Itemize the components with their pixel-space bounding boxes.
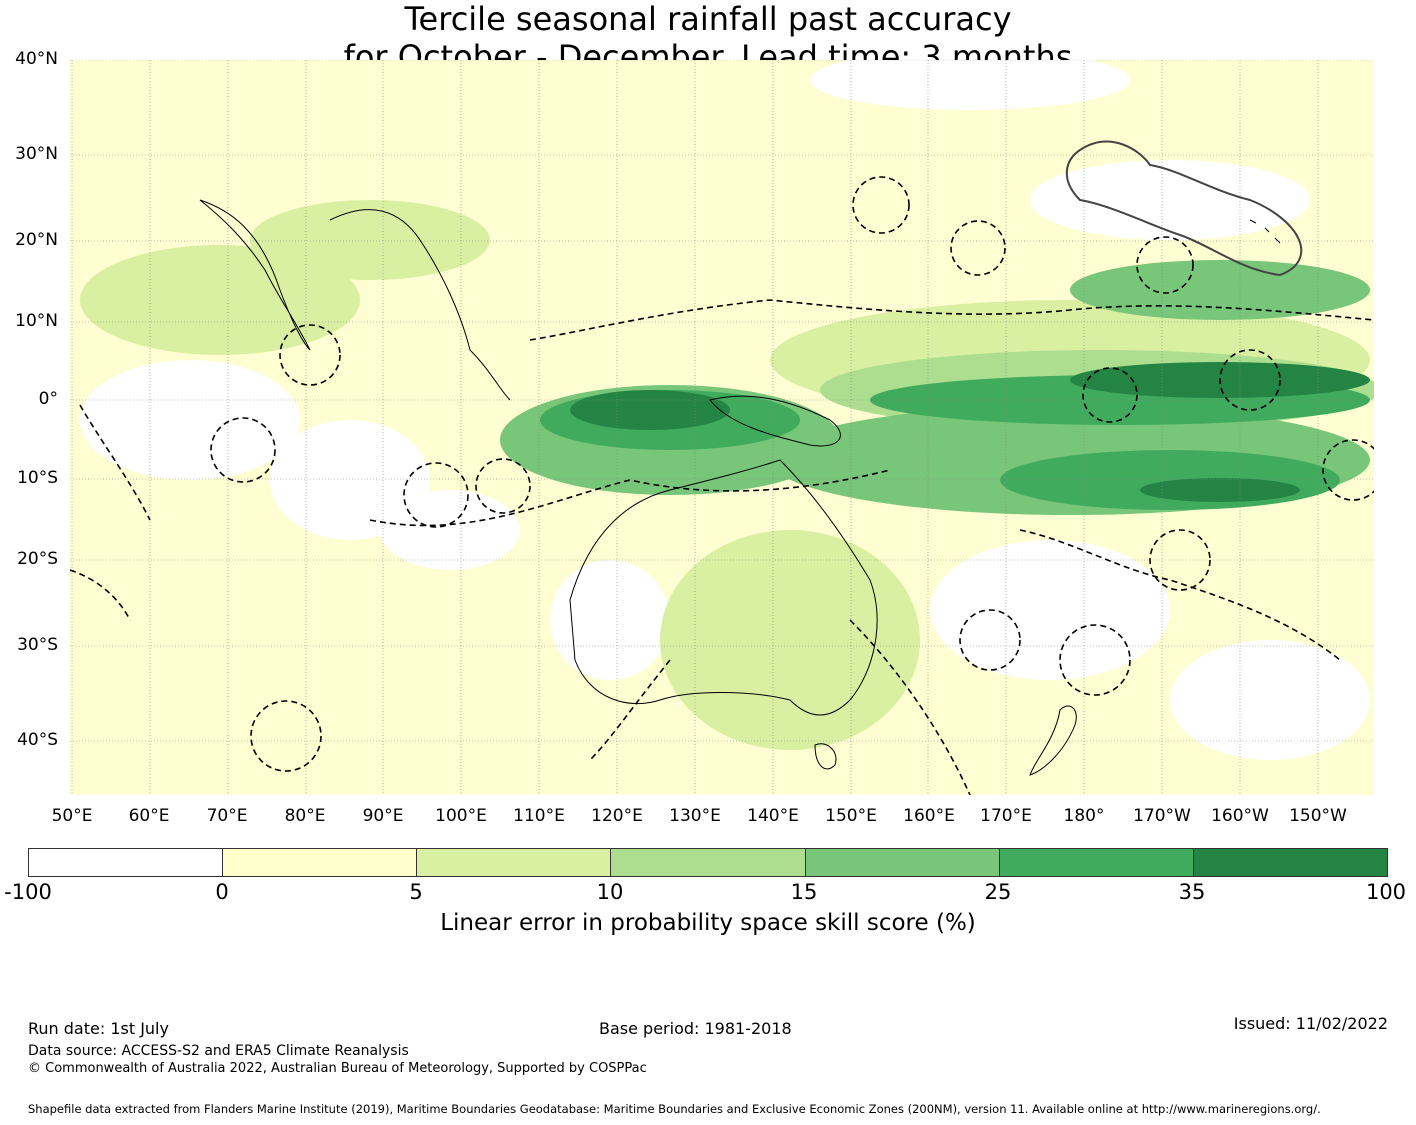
colorbar-tick: 5 <box>409 880 423 904</box>
lat-label-40s: 40°S <box>17 730 58 750</box>
lon-label-50e: 50°E <box>51 806 93 826</box>
lon-label-160e: 160°E <box>903 806 955 826</box>
colorbar-label: Linear error in probability space skill … <box>440 910 976 936</box>
shapefile-credit: Shapefile data extracted from Flanders M… <box>28 1102 1321 1116</box>
skill-score-field <box>80 200 1374 750</box>
lon-label-170w: 170°W <box>1133 806 1191 826</box>
lat-label-30s: 30°S <box>17 635 58 655</box>
colorbar-segment <box>999 849 1194 876</box>
colorbar-tick: 0 <box>215 880 229 904</box>
coastlines <box>199 199 1281 776</box>
asia-coastline <box>329 209 511 401</box>
lat-label-0: 0° <box>38 389 58 409</box>
skill-score-map <box>70 60 1374 795</box>
lon-label-160w: 160°W <box>1211 806 1269 826</box>
colorbar-segment <box>223 849 418 876</box>
lat-label-30n: 30°N <box>15 144 58 164</box>
lon-label-140e: 140°E <box>747 806 799 826</box>
map-canvas <box>70 60 1374 795</box>
colorbar-tick: 15 <box>790 880 818 904</box>
colorbar-segment <box>1193 849 1387 876</box>
lon-label-180: 180° <box>1063 806 1105 826</box>
eez-boundaries <box>70 176 1374 795</box>
lat-label-20n: 20°N <box>15 230 58 250</box>
colorbar-segment <box>805 849 1000 876</box>
lon-label-80e: 80°E <box>284 806 326 826</box>
hawaii-eez-outline <box>1065 140 1303 277</box>
lat-label-20s: 20°S <box>17 549 58 569</box>
lat-label-40n: 40°N <box>15 49 58 69</box>
new-zealand-coastline <box>1029 705 1077 776</box>
colorbar-tick: 25 <box>984 880 1012 904</box>
graticule <box>70 60 1374 795</box>
tasmania-coastline <box>814 743 837 770</box>
map-title-line-1: Tercile seasonal rainfall past accuracy <box>404 0 1012 38</box>
colorbar-segment <box>29 849 224 876</box>
base-period: Base period: 1981-2018 <box>599 1019 792 1038</box>
new-guinea-coastline <box>709 395 841 447</box>
hawaii-coastline <box>1249 219 1281 244</box>
lon-label-120e: 120°E <box>591 806 643 826</box>
india-coastline <box>199 199 311 351</box>
lon-label-90e: 90°E <box>362 806 404 826</box>
lat-label-10n: 10°N <box>15 311 58 331</box>
lon-label-100e: 100°E <box>435 806 487 826</box>
lon-label-110e: 110°E <box>513 806 565 826</box>
lon-label-70e: 70°E <box>206 806 248 826</box>
colorbar-tick: 100 <box>1365 880 1407 904</box>
lon-label-130e: 130°E <box>669 806 721 826</box>
lon-label-150w: 150°W <box>1289 806 1347 826</box>
colorbar-tick: 10 <box>596 880 624 904</box>
issued-date: Issued: 11/02/2022 <box>1233 1014 1388 1033</box>
data-source: Data source: ACCESS-S2 and ERA5 Climate … <box>28 1043 409 1059</box>
colorbar-tick: 35 <box>1178 880 1206 904</box>
colorbar-segment <box>611 849 806 876</box>
lat-label-10s: 10°S <box>17 468 58 488</box>
colorbar-segment <box>417 849 612 876</box>
lon-label-60e: 60°E <box>128 806 170 826</box>
lon-label-150e: 150°E <box>825 806 877 826</box>
colorbar-tick: -100 <box>4 880 52 904</box>
copyright: © Commonwealth of Australia 2022, Austra… <box>28 1061 647 1076</box>
australia-coastline <box>569 459 878 716</box>
run-date: Run date: 1st July <box>28 1019 169 1038</box>
colorbar <box>28 848 1388 877</box>
lon-label-170e: 170°E <box>980 806 1032 826</box>
